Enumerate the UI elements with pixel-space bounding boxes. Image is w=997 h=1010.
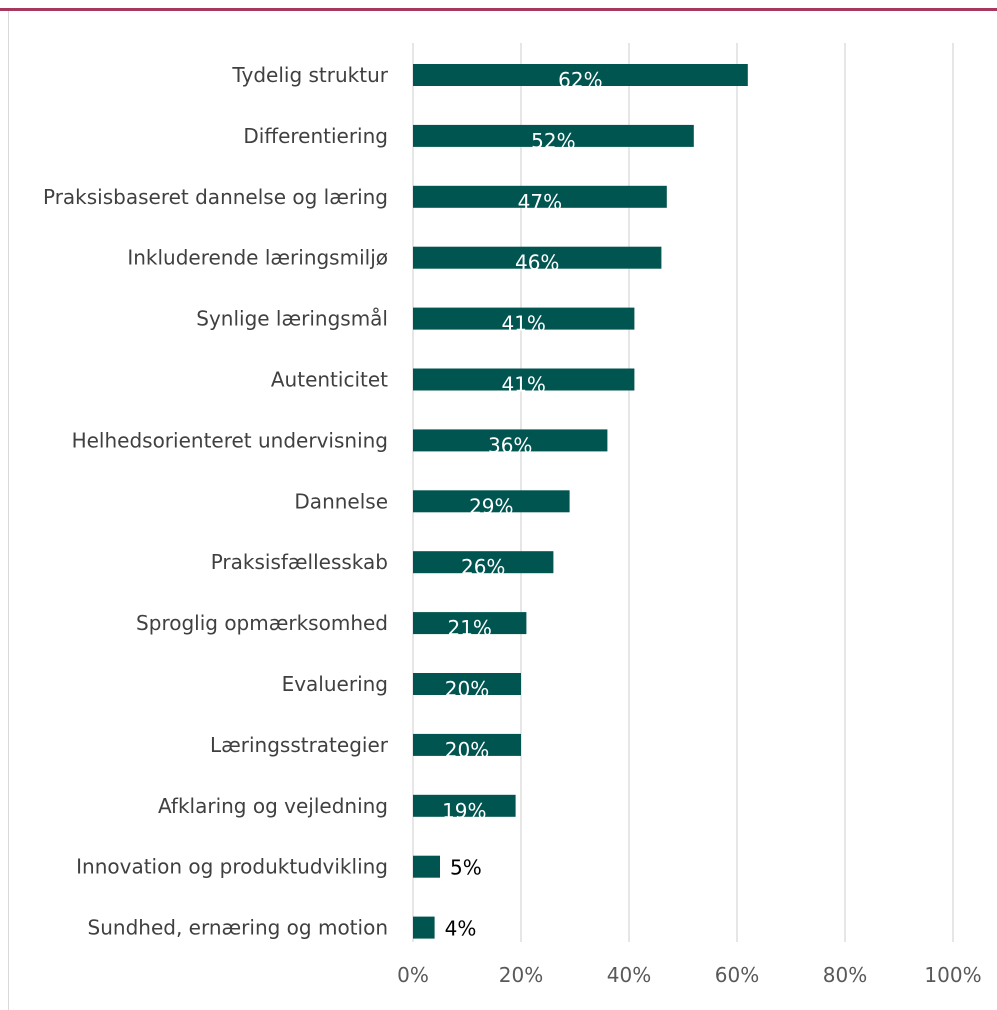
category-label: Innovation og produktudvikling	[76, 855, 388, 879]
category-label: Sundhed, ernæring og motion	[88, 916, 388, 940]
category-label: Praksisfællesskab	[211, 550, 388, 574]
bar	[413, 733, 521, 756]
category-label: Synlige læringsmål	[196, 307, 388, 331]
data-label: 29%	[469, 494, 513, 518]
category-label: Praksisbaseret dannelse og læring	[43, 185, 388, 209]
x-tick-label: 20%	[499, 963, 543, 987]
bar	[413, 490, 570, 513]
data-label: 20%	[445, 738, 489, 762]
category-label: Autenticitet	[271, 368, 388, 392]
data-label: 62%	[558, 68, 602, 92]
bar	[413, 124, 694, 147]
data-label: 41%	[501, 373, 545, 397]
x-tick-label: 0%	[397, 963, 429, 987]
data-label: 46%	[515, 251, 559, 275]
data-label: 47%	[518, 190, 562, 214]
bar	[413, 429, 608, 452]
bar	[413, 307, 635, 330]
x-tick-label: 100%	[924, 963, 981, 987]
bar	[413, 368, 635, 391]
category-label: Inkluderende læringsmiljø	[127, 246, 388, 270]
data-label: 21%	[447, 616, 491, 640]
category-label: Evaluering	[282, 672, 388, 696]
data-label: 4%	[445, 917, 477, 941]
category-label: Afklaring og vejledning	[158, 794, 388, 818]
category-label: Helhedsorienteret undervisning	[72, 428, 388, 452]
category-label: Differentiering	[243, 124, 388, 148]
category-label: Sproglig opmærksomhed	[136, 611, 388, 635]
data-label: 26%	[461, 555, 505, 579]
data-label: 19%	[442, 799, 486, 823]
bar	[413, 916, 435, 939]
top-accent-rule	[0, 8, 997, 11]
category-label: Tydelig struktur	[231, 63, 388, 87]
category-label: Læringsstrategier	[210, 733, 389, 757]
bar	[413, 185, 667, 208]
category-label: Dannelse	[294, 489, 388, 513]
left-border-line	[8, 11, 9, 1010]
x-tick-label: 80%	[823, 963, 867, 987]
x-tick-label: 60%	[715, 963, 759, 987]
data-label: 41%	[501, 312, 545, 336]
x-tick-label: 40%	[607, 963, 651, 987]
bar	[413, 794, 516, 817]
data-label: 20%	[445, 677, 489, 701]
bar	[413, 246, 662, 269]
data-label: 36%	[488, 433, 532, 457]
bar	[413, 673, 521, 695]
bar	[413, 612, 527, 635]
bar	[413, 855, 440, 878]
data-label: 52%	[531, 129, 575, 153]
data-label: 5%	[450, 856, 482, 880]
bar	[413, 551, 554, 574]
bar	[413, 64, 748, 86]
